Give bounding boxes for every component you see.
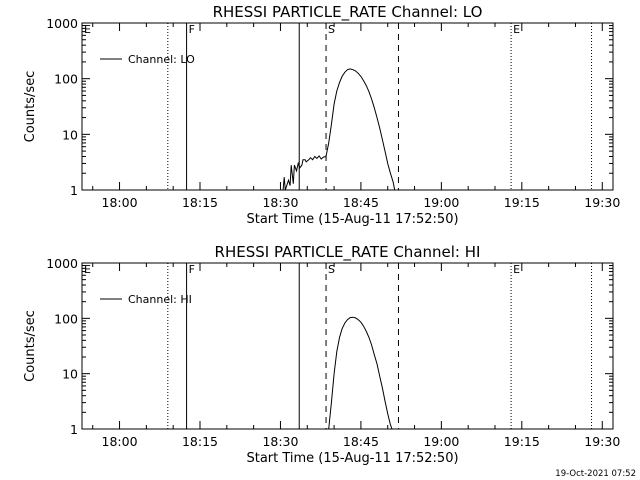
plot-lo-channel: RHESSI PARTICLE_RATE Channel: LO 18:00 18:… (23, 3, 620, 227)
x-tick-label: 19:30 (584, 195, 620, 210)
x-tick-label: 18:45 (343, 195, 379, 210)
x-tick-label: 19:00 (423, 434, 459, 449)
plot-frame (81, 262, 614, 430)
y-tick-label: 1 (70, 422, 78, 437)
time-marker-label: F (189, 23, 195, 36)
y-tick-label: 10 (62, 127, 78, 142)
time-marker-label: E (84, 23, 91, 36)
y-tick-label: 1 (70, 183, 78, 198)
x-tick-label: 18:45 (343, 434, 379, 449)
x-tick-label: 18:00 (102, 434, 138, 449)
footer-timestamp: 19-Oct-2021 07:52 (555, 469, 636, 479)
y-tick-label: 1000 (46, 16, 78, 31)
y-tick-label: 100 (54, 72, 78, 87)
legend-entry: Channel: LO (128, 53, 195, 66)
series-line (328, 316, 393, 430)
time-marker-label: S (328, 263, 335, 276)
x-tick-label: 19:15 (504, 434, 540, 449)
series-line (282, 68, 396, 191)
x-tick-label: 18:00 (102, 195, 138, 210)
plot-frame (81, 22, 614, 191)
y-tick-label: 1000 (46, 256, 78, 271)
time-marker-label: F (189, 263, 195, 276)
y-axis-label: Counts/sec (23, 310, 38, 382)
x-axis-label: Start Time (15-Aug-11 17:52:50) (246, 451, 458, 466)
x-tick-label: 18:15 (182, 434, 218, 449)
time-marker-label: E (84, 263, 91, 276)
y-tick-label: 100 (54, 311, 78, 326)
time-marker-label: E (513, 263, 520, 276)
x-tick-label: 18:30 (262, 195, 298, 210)
time-marker-label: E (513, 23, 520, 36)
x-axis-label: Start Time (15-Aug-11 17:52:50) (246, 212, 458, 227)
y-tick-label: 10 (62, 367, 78, 382)
time-marker-label: S (328, 23, 335, 36)
x-tick-label: 18:15 (182, 195, 218, 210)
y-axis-label: Counts/sec (23, 71, 38, 143)
chart-title: RHESSI PARTICLE_RATE Channel: HI (215, 243, 481, 262)
legend-entry: Channel: HI (128, 293, 192, 306)
chart-title: RHESSI PARTICLE_RATE Channel: LO (213, 3, 483, 22)
plot-hi-channel: RHESSI PARTICLE_RATE Channel: HI 18:00 18:… (23, 243, 620, 466)
x-tick-label: 18:30 (262, 434, 298, 449)
x-tick-label: 19:00 (423, 195, 459, 210)
x-tick-label: 19:15 (504, 195, 540, 210)
x-tick-label: 19:30 (584, 434, 620, 449)
